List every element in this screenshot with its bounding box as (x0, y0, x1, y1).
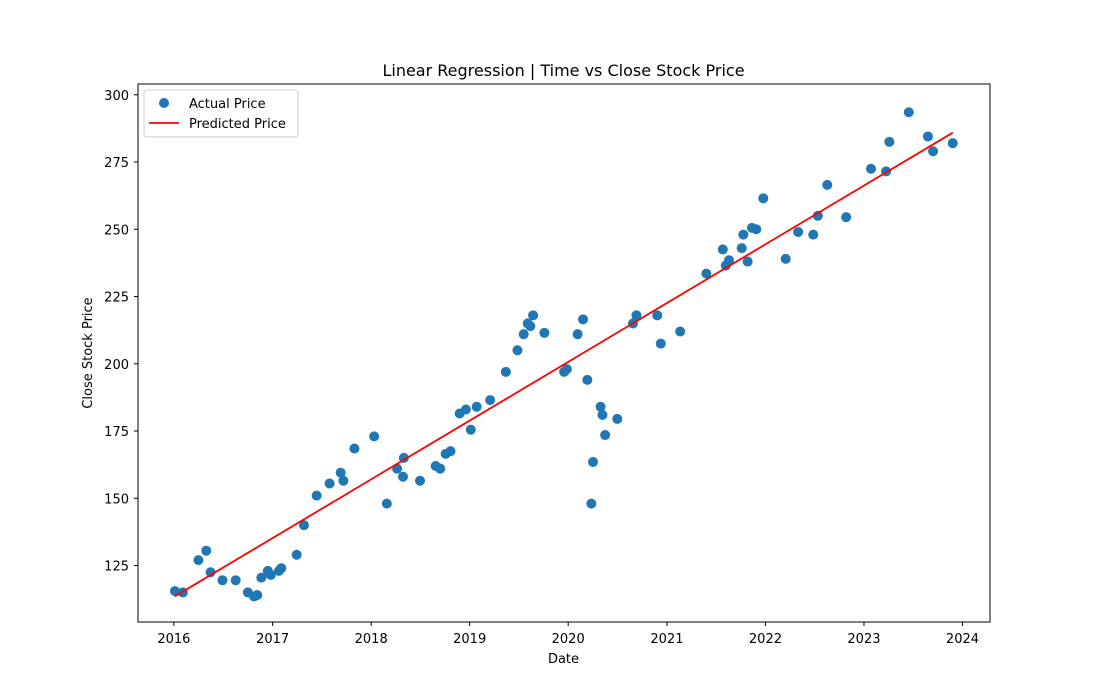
data-point-actual-price (525, 321, 536, 332)
data-point-actual-price (518, 329, 529, 340)
data-point-actual-price (528, 310, 539, 321)
y-tick-label: 175 (104, 425, 129, 440)
data-point-actual-price (471, 401, 482, 412)
y-tick-label: 300 (104, 89, 129, 104)
data-point-actual-price (928, 146, 939, 157)
data-point-actual-price (381, 498, 392, 509)
data-point-actual-price (500, 366, 511, 377)
data-point-actual-price (612, 413, 623, 424)
data-point-actual-price (738, 229, 749, 240)
legend: Actual Price Predicted Price (143, 89, 299, 138)
data-point-actual-price (758, 193, 769, 204)
data-point-actual-price (922, 131, 933, 142)
data-point-actual-price (415, 475, 426, 486)
legend-label-actual: Actual Price (189, 97, 266, 112)
data-point-actual-price (460, 404, 471, 415)
data-point-actual-price (947, 138, 958, 149)
data-point-actual-price (586, 498, 597, 509)
data-point-actual-price (822, 179, 833, 190)
data-point-actual-price (903, 107, 914, 118)
data-point-actual-price (265, 569, 276, 580)
data-point-actual-price (512, 345, 523, 356)
data-point-actual-price (369, 431, 380, 442)
data-point-actual-price (717, 244, 728, 255)
chart-title: Linear Regression | Time vs Close Stock … (382, 61, 744, 80)
data-point-actual-price (324, 478, 335, 489)
x-tick-label: 2018 (355, 632, 388, 647)
data-point-actual-price (793, 226, 804, 237)
data-point-actual-price (655, 338, 666, 349)
y-tick-label: 275 (104, 156, 129, 171)
predicted-price-line (174, 131, 954, 598)
data-point-actual-price (578, 314, 589, 325)
plot-frame (137, 83, 991, 623)
data-point-actual-price (335, 467, 346, 478)
data-point-actual-price (485, 395, 496, 406)
y-tick-label: 225 (104, 291, 129, 306)
data-point-actual-price (445, 446, 456, 457)
data-point-actual-price (588, 456, 599, 467)
data-point-actual-price (201, 545, 212, 556)
data-point-actual-price (256, 572, 267, 583)
data-point-actual-price (311, 490, 322, 501)
data-point-actual-price (865, 163, 876, 174)
data-point-actual-price (812, 210, 823, 221)
data-point-actual-price (600, 430, 611, 441)
x-tick-label: 2020 (552, 632, 585, 647)
data-point-actual-price (742, 256, 753, 267)
data-point-actual-price (808, 229, 819, 240)
data-point-actual-price (435, 463, 446, 474)
data-point-actual-price (597, 409, 608, 420)
legend-marker-actual (159, 98, 169, 108)
data-point-actual-price (298, 520, 309, 531)
data-point-actual-price (276, 563, 287, 574)
data-point-actual-price (652, 310, 663, 321)
data-point-actual-price (701, 268, 712, 279)
x-tick-label: 2024 (946, 632, 979, 647)
data-point-actual-price (751, 224, 762, 235)
y-axis-label: Close Stock Price (81, 297, 96, 408)
y-tick-label: 125 (104, 560, 129, 575)
data-point-actual-price (884, 136, 895, 147)
y-tick-label: 150 (104, 492, 129, 507)
data-point-actual-price (230, 575, 241, 586)
data-point-actual-price (291, 549, 302, 560)
data-point-actual-price (595, 401, 606, 412)
x-tick-label: 2023 (847, 632, 880, 647)
data-point-actual-price (539, 327, 550, 338)
y-tick-label: 200 (104, 358, 129, 373)
data-point-actual-price (631, 310, 642, 321)
data-point-actual-price (169, 586, 180, 597)
x-tick-label: 2022 (749, 632, 782, 647)
data-point-actual-price (205, 567, 216, 578)
y-tick-label: 250 (104, 223, 129, 238)
data-point-actual-price (675, 326, 686, 337)
x-axis-label: Date (548, 652, 579, 667)
data-point-actual-price (349, 443, 360, 454)
data-point-actual-price (582, 374, 593, 385)
data-point-actual-price (780, 253, 791, 264)
x-tick-label: 2017 (256, 632, 289, 647)
data-point-actual-price (193, 555, 204, 566)
x-tick-label: 2019 (453, 632, 486, 647)
data-point-actual-price (398, 471, 409, 482)
data-point-actual-price (841, 212, 852, 223)
data-point-actual-price (252, 590, 263, 601)
data-point-actual-price (561, 364, 572, 375)
x-tick-label: 2021 (650, 632, 683, 647)
data-point-actual-price (338, 475, 349, 486)
data-point-actual-price (572, 329, 583, 340)
data-point-actual-price (736, 243, 747, 254)
data-point-actual-price (465, 424, 476, 435)
legend-label-predicted: Predicted Price (189, 117, 286, 132)
data-point-actual-price (217, 575, 228, 586)
data-point-actual-price (724, 255, 735, 266)
legend-box (143, 89, 299, 138)
x-tick-label: 2016 (157, 632, 190, 647)
axis-ticks: 2016 2017 2018 2019 2020 2021 2022 2023 2024 125 1… (104, 89, 979, 647)
chart-marks (169, 107, 958, 602)
